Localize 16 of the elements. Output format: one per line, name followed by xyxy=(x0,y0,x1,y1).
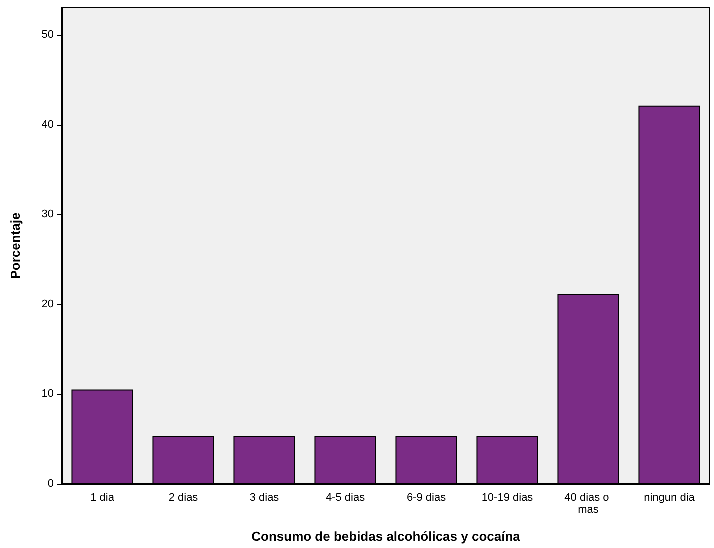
x-tick-label: 3 dias xyxy=(250,492,280,504)
y-tick-label: 50 xyxy=(42,28,54,41)
x-tick-label: 10-19 dias xyxy=(482,492,534,504)
x-tick-label: 4-5 dias xyxy=(326,492,366,504)
x-axis-title: Consumo de bebidas alcohólicas y cocaína xyxy=(252,529,522,544)
x-tick-label: ningun dia xyxy=(644,492,696,504)
y-tick-label: 10 xyxy=(42,388,54,400)
y-tick-label: 40 xyxy=(42,118,54,131)
x-tick-label: 1 dia xyxy=(90,492,116,504)
y-tick-label: 0 xyxy=(48,478,54,490)
y-axis-title: Porcentaje xyxy=(8,212,23,280)
x-tick-label: 40 dias o mas xyxy=(564,492,612,516)
x-tick-label: 6-9 dias xyxy=(406,492,447,504)
y-tick-label: 30 xyxy=(42,208,54,221)
x-tick-label: 2 dias xyxy=(168,492,199,504)
y-tick-label: 20 xyxy=(42,298,54,310)
